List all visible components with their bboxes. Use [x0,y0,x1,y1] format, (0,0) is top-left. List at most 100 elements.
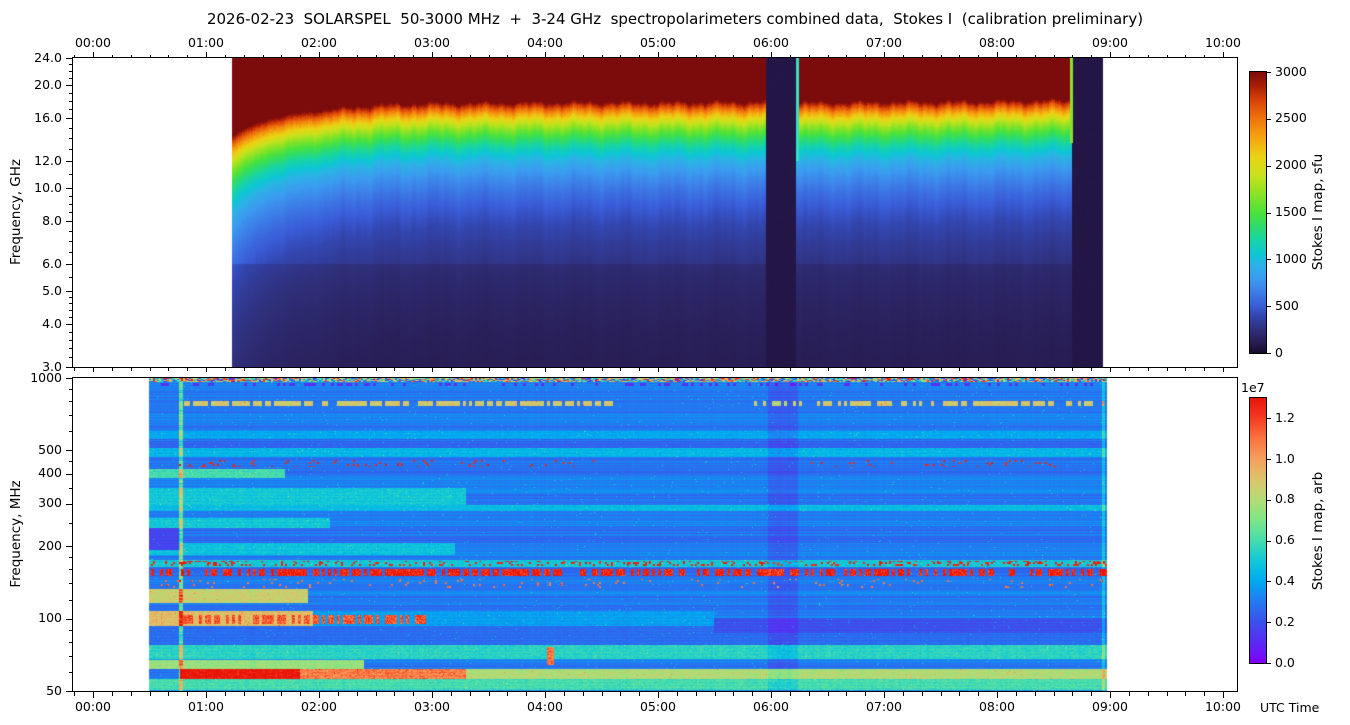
x-tick-label-bottom: 01:00 [187,699,225,714]
y-minor-tick-top-panel [68,77,72,79]
x-major-tick-top [545,52,546,58]
x-minor-tick-top [1015,54,1017,58]
y-minor-tick-bottom-panel [68,641,72,643]
x-minor-tick-mid [827,368,829,371]
x-minor-tick-top [1185,54,1187,58]
y-minor-tick-bottom-panel [68,655,72,657]
x-minor-tick-top [714,54,716,58]
x-tick-label-bottom: 04:00 [526,699,564,714]
x-minor-tick-top [582,54,584,58]
colorbar-tick-label: 0.8 [1275,491,1295,507]
x-minor-tick-top [1053,54,1055,58]
x-minor-tick-top [733,54,735,58]
x-minor-tick-top [1128,54,1130,58]
x-minor-tick-top [676,54,678,58]
y-tick-label-top-panel: 12.0 [34,152,62,168]
colorbar-tick [1267,306,1271,308]
colorbar-tick [1267,118,1271,120]
x-minor-tick-top [789,54,791,58]
top-colorbar-label: Stokes I map, sfu [1310,153,1326,271]
x-minor-tick-top [1091,54,1093,58]
x-minor-tick-bottom [789,692,791,696]
x-minor-tick-bottom [149,692,151,696]
x-minor-tick-mid [563,368,565,371]
x-minor-tick-top [526,54,528,58]
colorbar-tick [1267,353,1271,354]
x-minor-tick-top [375,54,377,58]
x-minor-tick-mid [808,368,810,371]
y-major-tick-bottom-panel [66,450,72,452]
y-minor-tick-top-panel [68,252,72,254]
y-minor-tick-top-panel [68,230,72,232]
y-tick-label-top-panel: 10.0 [34,179,62,195]
y-tick-label-bottom-panel: 200 [38,537,62,553]
y-major-tick-top-panel [66,58,72,59]
x-minor-tick-mid [846,368,848,371]
x-minor-tick-top [394,54,396,58]
y-tick-label-bottom-panel: 100 [38,610,62,626]
x-minor-tick-bottom [1053,692,1055,696]
x-tick-label-bottom: 09:00 [1091,699,1129,714]
y-minor-tick-top-panel [68,297,72,299]
x-minor-tick-bottom [733,692,735,696]
x-minor-tick-bottom [281,692,283,696]
y-minor-tick-top-panel [68,310,72,312]
y-minor-tick-top-panel [68,195,72,197]
x-minor-tick-bottom [469,692,471,696]
y-tick-label-top-panel: 16.0 [34,109,62,125]
x-major-tick-mid [884,368,885,372]
y-minor-tick-bottom-panel [68,461,72,463]
x-minor-tick-mid [978,368,980,371]
x-minor-tick-mid [1147,368,1149,371]
y-major-tick-bottom-panel [66,618,72,620]
y-major-tick-top-panel [66,324,72,326]
x-minor-tick-mid [1204,368,1206,371]
x-minor-tick-bottom [300,692,302,696]
x-minor-tick-top [168,54,170,58]
y-tick-label-bottom-panel: 50 [46,682,62,698]
x-major-tick-top [432,52,433,58]
y-minor-tick-bottom-panel [68,389,72,390]
bottom-colorbar-label: Stokes I map, arb [1310,471,1326,591]
x-minor-tick-bottom [394,692,396,696]
x-minor-tick-bottom [601,692,603,696]
colorbar-tick [1267,165,1271,167]
colorbar-tick [1267,459,1271,461]
x-minor-tick-mid [1091,368,1093,371]
x-major-tick-bottom [432,692,433,698]
x-major-tick-bottom [93,692,94,698]
x-tick-label-top: 10:00 [1204,35,1242,50]
x-minor-tick-mid [695,368,697,371]
x-major-tick-mid [432,368,433,372]
x-tick-label-top: 02:00 [300,35,338,50]
x-minor-tick-mid [1166,368,1168,371]
x-major-tick-mid [545,368,546,372]
x-minor-tick-bottom [752,692,754,696]
x-minor-tick-mid [1015,368,1017,371]
top-spectrogram-canvas [73,58,1237,367]
x-minor-tick-bottom [582,692,584,696]
y-minor-tick-top-panel [68,212,72,214]
x-minor-tick-top [620,54,622,58]
bottom-spectrogram-canvas [73,378,1237,691]
y-minor-tick-top-panel [68,357,72,359]
colorbar-tick-label: 500 [1275,297,1299,313]
x-minor-tick-mid [394,368,396,371]
x-minor-tick-mid [130,368,132,371]
x-minor-tick-top [488,54,490,58]
x-tick-label-bottom: 00:00 [74,699,112,714]
y-minor-tick-bottom-panel [68,629,72,631]
x-major-tick-mid [658,368,659,372]
x-minor-tick-mid [752,368,754,371]
y-minor-tick-bottom-panel [68,487,72,489]
x-minor-tick-mid [300,368,302,371]
x-minor-tick-top [224,54,226,58]
colorbar-tick-label: 2500 [1275,110,1307,126]
x-major-tick-top [1223,52,1224,58]
y-tick-label-top-panel: 5.0 [42,282,62,298]
bottom-colorbar-scale-note: 1e7 [1241,380,1265,395]
x-minor-tick-bottom [130,692,132,696]
colorbar-tick-label: 1.0 [1275,450,1295,466]
y-tick-label-top-panel: 3.0 [42,358,62,374]
y-major-tick-top-panel [66,188,72,190]
